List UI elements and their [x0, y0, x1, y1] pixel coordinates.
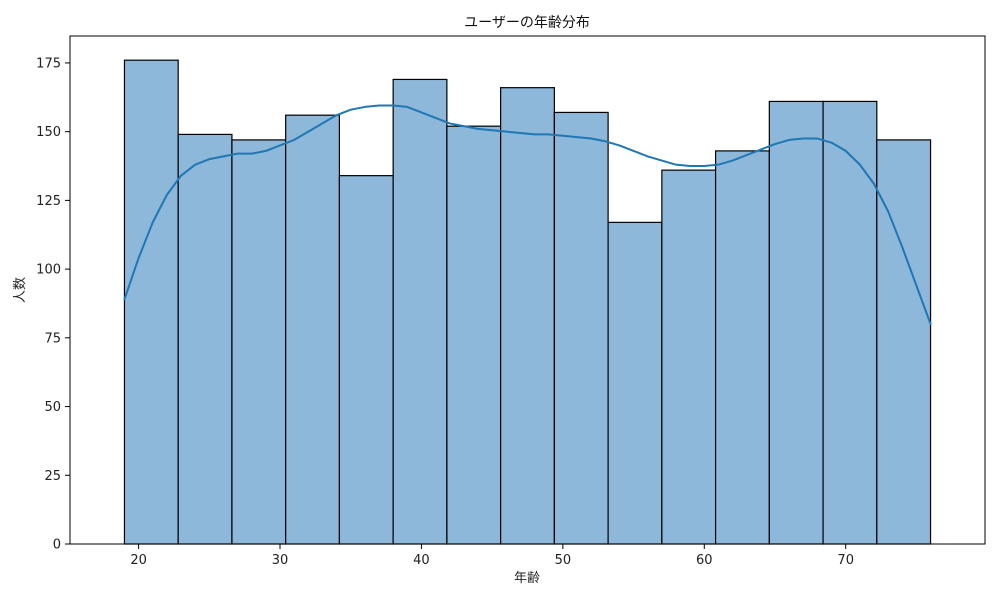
histogram-bar [768, 100, 824, 545]
y-tick-label: 25 [44, 469, 61, 484]
x-tick-label: 30 [272, 553, 289, 568]
x-tick-label: 50 [555, 553, 572, 568]
plot-frame [69, 35, 986, 545]
kde-line [123, 104, 932, 326]
histogram-bar [177, 133, 233, 545]
histogram-bar [446, 125, 502, 545]
y-tick-label: 50 [44, 400, 61, 415]
x-tick-label: 70 [837, 553, 854, 568]
y-tick-label: 125 [36, 194, 61, 209]
histogram-bar [285, 114, 341, 545]
y-tick-label: 175 [36, 56, 61, 71]
y-tick-label: 150 [36, 125, 61, 140]
histogram-bar [876, 139, 932, 545]
chart-title: ユーザーの年齢分布 [464, 15, 590, 31]
x-axis: 20 30 40 50 60 70 [130, 544, 854, 568]
histogram-bar [822, 100, 878, 545]
kde-layer [123, 104, 932, 326]
histogram-bar [500, 87, 555, 545]
histogram-bar [553, 111, 609, 545]
x-tick-label: 40 [413, 553, 430, 568]
x-tick-label: 20 [130, 553, 147, 568]
histogram-bar [123, 59, 179, 545]
y-axis: 0 25 50 75 100 125 150 175 [36, 56, 70, 553]
y-tick-label: 100 [36, 263, 61, 278]
x-tick-label: 60 [696, 553, 713, 568]
histogram-bar [338, 175, 394, 545]
histogram-bar [231, 139, 287, 545]
histogram-bar [661, 169, 717, 545]
x-axis-title: 年齢 [514, 571, 540, 586]
histogram-bar [392, 78, 448, 545]
histogram-bar [607, 221, 663, 545]
histogram-bar [714, 150, 770, 545]
y-tick-label: 75 [44, 331, 61, 346]
y-tick-label: 0 [53, 538, 61, 553]
bars-layer [123, 59, 932, 545]
y-axis-title: 人数 [13, 277, 28, 303]
